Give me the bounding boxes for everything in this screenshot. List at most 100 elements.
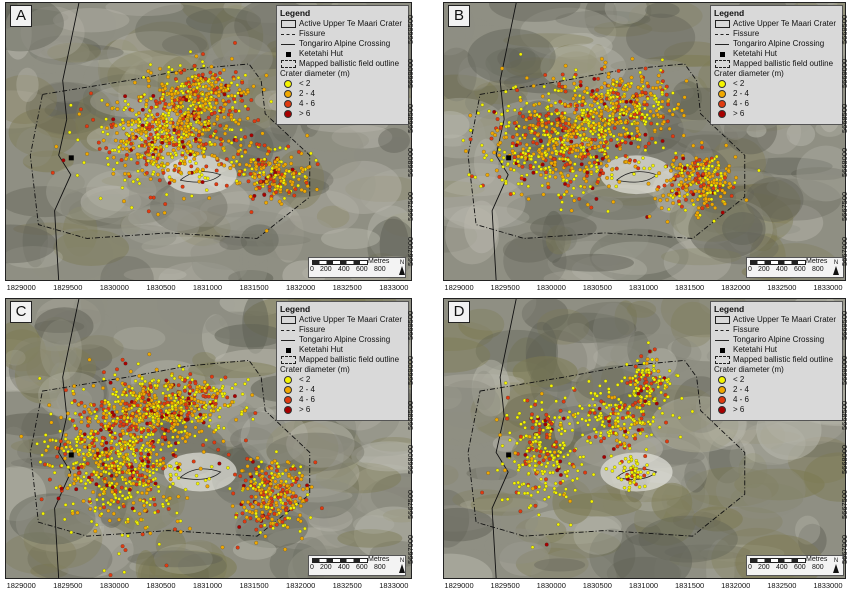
y-tick-label: 5667000 [406, 237, 415, 266]
crater-point [219, 137, 223, 141]
crater-point [628, 158, 632, 162]
crater-point [124, 478, 128, 482]
crater-point [573, 178, 576, 181]
crater-point [704, 162, 708, 166]
crater-point [219, 389, 223, 393]
crater-point [624, 121, 628, 125]
crater-point [111, 149, 114, 152]
crater-point [467, 173, 470, 176]
crater-point [82, 161, 85, 164]
crater-point [631, 57, 635, 61]
crater-point [593, 138, 597, 142]
crater-point [130, 128, 133, 131]
crater-point [671, 163, 675, 167]
crater-point [702, 193, 706, 197]
crater-point [155, 121, 158, 124]
crater-point [179, 530, 183, 534]
crater-point [48, 438, 52, 442]
crater-point [236, 83, 239, 86]
crater-point [147, 429, 151, 433]
crater-point [686, 193, 689, 196]
crater-point [264, 535, 268, 539]
crater-point [132, 471, 135, 474]
y-tick-label: 5669500 [840, 15, 849, 44]
crater-point [131, 387, 134, 390]
crater-point [279, 493, 283, 497]
crater-point [590, 109, 593, 112]
crater-point [83, 405, 87, 409]
crater-point [525, 102, 528, 105]
crater-point [144, 449, 147, 452]
crater-point [203, 380, 207, 384]
crater-point [585, 165, 589, 169]
crater-point [500, 160, 503, 163]
crater-point [587, 152, 591, 156]
crater-point [299, 530, 302, 533]
crater-point [570, 194, 573, 197]
crater-point [177, 495, 181, 499]
crater-point [203, 109, 207, 113]
crater-point [716, 173, 720, 177]
x-tick-label: 1831500 [239, 581, 268, 590]
crater-point [72, 392, 76, 396]
crater-point [89, 92, 93, 96]
crater-point [90, 441, 94, 445]
crater-point [565, 134, 568, 137]
crater-point [212, 122, 216, 126]
crater-point [570, 140, 574, 144]
crater-point [297, 484, 301, 488]
crater-point [123, 382, 127, 386]
crater-point [137, 362, 140, 365]
crater-point [190, 165, 194, 169]
crater-point [246, 117, 250, 121]
crater-point [573, 111, 577, 115]
crater-point [192, 157, 196, 161]
crater-point [117, 146, 120, 149]
crater-point [257, 517, 261, 521]
crater-point [580, 146, 583, 149]
crater-point [256, 118, 260, 122]
crater-point [115, 410, 119, 414]
crater-point [152, 478, 155, 481]
crater-point [264, 505, 267, 508]
crater-point [170, 401, 174, 405]
crater-point [115, 390, 118, 393]
crater-point [202, 450, 206, 454]
crater-point [636, 121, 640, 125]
crater-point [300, 474, 304, 478]
crater-point [596, 77, 600, 81]
crater-point [661, 100, 665, 104]
crater-point [126, 518, 129, 521]
crater-point [209, 419, 212, 422]
crater-point [121, 410, 124, 413]
crater-point [193, 100, 197, 104]
crater-point [68, 445, 72, 449]
crater-point [225, 157, 229, 161]
crater-point [237, 149, 241, 153]
crater-point [550, 122, 553, 125]
crater-point [496, 117, 500, 121]
size-class-dot [280, 110, 296, 118]
crater-point [145, 99, 149, 103]
crater-point [184, 440, 188, 444]
crater-point [273, 496, 276, 499]
crater-point [578, 168, 582, 172]
crater-point [537, 155, 540, 158]
crater-point [115, 473, 119, 477]
crater-point [604, 129, 607, 132]
crater-point [525, 76, 529, 80]
crater-point [680, 171, 683, 174]
x-tick-label: 1829500 [53, 283, 82, 292]
crater-point [629, 100, 633, 104]
crater-point [170, 93, 174, 97]
crater-point [138, 395, 141, 398]
crater-point [253, 119, 257, 123]
crater-point [168, 497, 172, 501]
crater-point [124, 548, 128, 552]
crater-point [129, 428, 133, 432]
crater-point [590, 104, 594, 108]
crater-point [559, 136, 563, 140]
legend-item: Mapped ballistic field outline [714, 59, 839, 69]
x-tick-label: 1832500 [333, 581, 362, 590]
crater-point [261, 132, 265, 136]
